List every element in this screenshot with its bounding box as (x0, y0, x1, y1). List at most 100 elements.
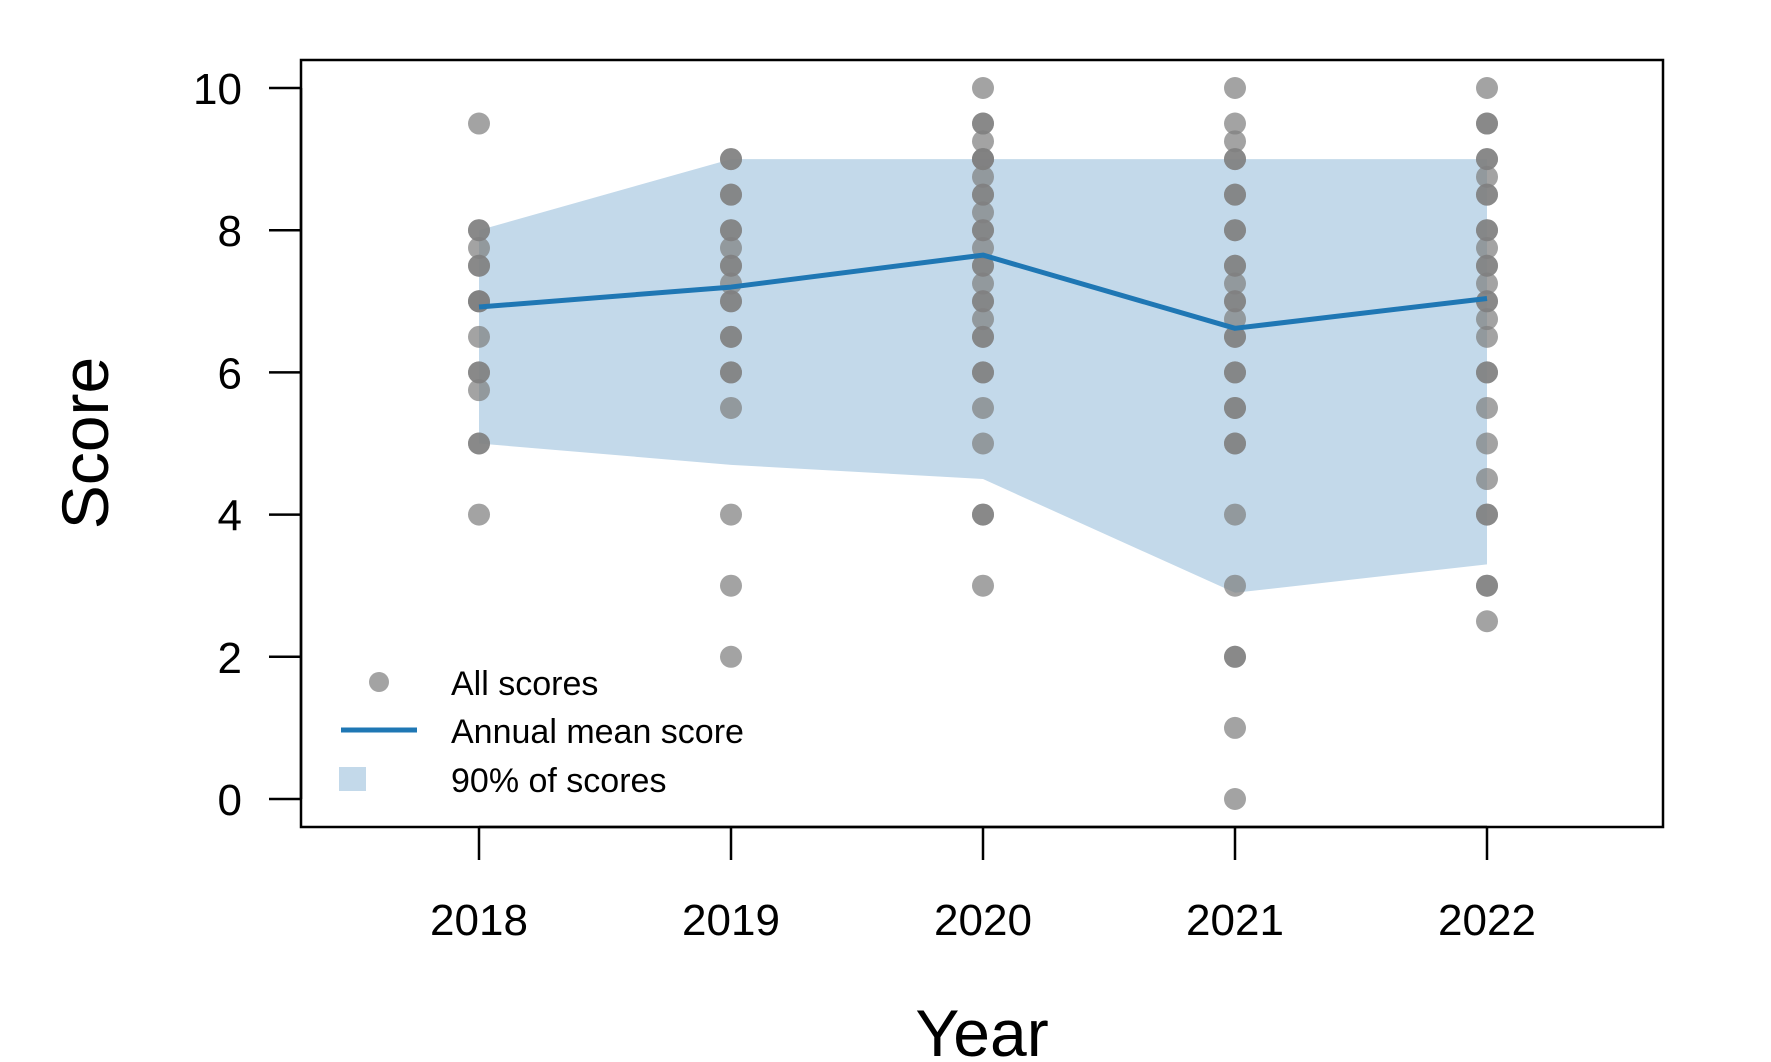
score-point-2020-9 (972, 183, 994, 206)
score-point-2020-16 (972, 272, 994, 295)
score-point-2021-27 (1224, 716, 1246, 739)
score-point-2021-22 (1224, 432, 1246, 455)
score-point-2021-2 (1224, 130, 1246, 153)
score-point-2018-15 (468, 503, 490, 526)
score-point-2022-22 (1476, 468, 1498, 491)
score-point-2020-10 (972, 201, 994, 224)
score-point-2020-19 (972, 308, 994, 331)
score-point-2022-0 (1476, 77, 1498, 99)
score-point-2020-3 (972, 130, 994, 153)
score-point-2022-16 (1476, 308, 1498, 331)
score-point-2021-10 (1224, 254, 1246, 277)
x-tick-label-2019: 2019 (682, 896, 780, 945)
score-point-2019-6 (720, 236, 742, 259)
score-point-2022-12 (1476, 254, 1498, 277)
score-point-2022-24 (1476, 503, 1498, 526)
legend-label-mean: Annual mean score (451, 713, 744, 751)
score-point-2020-27 (972, 503, 994, 526)
score-point-2018-14 (468, 432, 490, 455)
score-point-2019-15 (720, 361, 742, 384)
score-point-2019-16 (720, 396, 742, 419)
score-point-2019-8 (720, 254, 742, 277)
score-point-2018-12 (468, 379, 490, 402)
score-point-2018-8 (468, 290, 490, 313)
score-point-2020-21 (972, 325, 994, 348)
score-point-2021-6 (1224, 183, 1246, 206)
score-point-2019-1 (720, 148, 742, 171)
score-point-2020-18 (972, 290, 994, 313)
score-point-2022-5 (1476, 165, 1498, 188)
legend-label-band: 90% of scores (451, 762, 666, 800)
y-tick-label-2: 2 (218, 634, 242, 683)
x-tick-label-2021: 2021 (1186, 896, 1284, 945)
score-point-2022-19 (1476, 361, 1498, 384)
score-point-2021-20 (1224, 396, 1246, 419)
score-point-2020-12 (972, 219, 994, 242)
score-point-2020-2 (972, 112, 994, 135)
score-point-2021-26 (1224, 645, 1246, 668)
score-point-2020-25 (972, 432, 994, 455)
score-point-2022-10 (1476, 236, 1498, 259)
y-tick-label-4: 4 (218, 492, 242, 541)
score-point-2018-3 (468, 236, 490, 259)
score-point-2021-11 (1224, 272, 1246, 295)
score-point-2021-8 (1224, 219, 1246, 242)
score-point-2020-15 (972, 254, 994, 277)
legend-points-swatch (369, 672, 389, 692)
score-point-2019-13 (720, 325, 742, 348)
score-point-2021-1 (1224, 112, 1246, 135)
score-point-2018-2 (468, 219, 490, 242)
score-point-2022-15 (1476, 290, 1498, 313)
y-axis-title: Score (48, 357, 122, 529)
score-point-2021-18 (1224, 361, 1246, 384)
score-point-2019-5 (720, 219, 742, 242)
score-point-2022-20 (1476, 396, 1498, 419)
score-point-2018-9 (468, 325, 490, 348)
score-point-2020-24 (972, 396, 994, 419)
mean-line (478, 252, 1488, 331)
score-point-2020-23 (972, 361, 994, 384)
score-point-2022-21 (1476, 432, 1498, 455)
axes-layer: 0 2 4 6 8 10 2018 2019 2020 2021 2022 Year Score (48, 58, 1665, 1062)
x-axis-title: Year (915, 996, 1048, 1062)
score-point-2021-16 (1224, 325, 1246, 348)
y-tick-label-0: 0 (218, 776, 242, 825)
score-point-2022-7 (1476, 183, 1498, 206)
x-tick-label-2022: 2022 (1438, 896, 1536, 945)
score-point-2019-11 (720, 290, 742, 313)
score-point-2021-24 (1224, 574, 1246, 597)
score-point-2020-7 (972, 165, 994, 188)
score-point-2021-4 (1224, 148, 1246, 171)
score-point-2021-28 (1224, 788, 1246, 810)
points-layer (468, 77, 1498, 810)
score-point-2022-13 (1476, 272, 1498, 295)
score-point-2020-6 (972, 148, 994, 171)
score-point-2020-0 (972, 77, 994, 99)
score-point-2022-2 (1476, 112, 1498, 135)
score-point-2019-3 (720, 183, 742, 206)
score-point-2021-23 (1224, 503, 1246, 526)
score-point-2019-19 (720, 645, 742, 668)
score-point-2022-17 (1476, 325, 1498, 348)
score-point-2018-0 (468, 112, 490, 135)
line-layer (478, 252, 1488, 331)
score-point-2018-5 (468, 254, 490, 277)
score-point-2021-13 (1224, 290, 1246, 313)
legend: All scores Annual mean score 90% of scores (339, 665, 744, 800)
score-point-2021-0 (1224, 77, 1246, 99)
score-point-2018-11 (468, 361, 490, 384)
legend-band-swatch (339, 767, 366, 791)
legend-label-all-scores: All scores (451, 665, 598, 703)
score-point-2022-27 (1476, 610, 1498, 633)
score-point-2020-28 (972, 574, 994, 597)
score-point-2019-18 (720, 574, 742, 597)
score-point-2022-4 (1476, 148, 1498, 171)
score-point-2022-26 (1476, 574, 1498, 597)
score-point-2019-17 (720, 503, 742, 526)
score-point-2022-9 (1476, 219, 1498, 242)
y-tick-label-10: 10 (193, 65, 242, 114)
x-tick-label-2018: 2018 (430, 896, 528, 945)
y-tick-label-6: 6 (218, 349, 242, 398)
y-tick-label-8: 8 (218, 207, 242, 256)
